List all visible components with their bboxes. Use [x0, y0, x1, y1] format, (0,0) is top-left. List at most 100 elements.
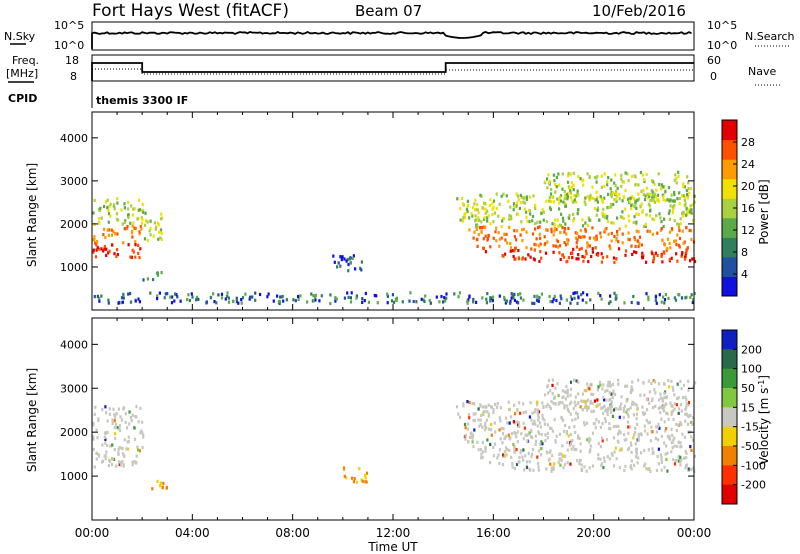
data-cell	[142, 210, 145, 214]
data-cell	[633, 174, 636, 178]
data-cell	[468, 416, 471, 420]
data-cell	[671, 433, 674, 437]
data-cell	[685, 207, 688, 211]
data-cell	[626, 412, 629, 417]
data-cell	[564, 193, 567, 197]
data-cell	[166, 292, 169, 296]
data-cell	[670, 410, 673, 414]
data-cell	[597, 420, 601, 424]
cpid-text: themis 3300 IF	[96, 94, 188, 107]
colorbar-tick-label: 12	[741, 224, 755, 237]
data-cell	[531, 411, 534, 415]
data-cell	[577, 380, 580, 384]
data-cell	[530, 428, 533, 432]
data-cell	[623, 404, 626, 408]
data-cell	[671, 211, 674, 215]
data-cell	[341, 255, 344, 259]
data-cell	[575, 257, 578, 261]
data-cell	[662, 295, 665, 299]
data-cell	[524, 454, 527, 458]
data-cell	[634, 442, 637, 446]
data-cell	[651, 406, 655, 410]
data-cell	[693, 291, 696, 296]
data-cell	[550, 469, 553, 473]
data-cell	[429, 301, 432, 305]
data-cell	[555, 175, 558, 179]
data-cell	[559, 294, 562, 298]
data-cell	[640, 433, 643, 437]
data-cell	[663, 396, 666, 400]
data-cell	[107, 220, 110, 224]
data-cell	[583, 405, 587, 409]
data-cell	[516, 194, 520, 198]
data-cell	[124, 412, 127, 416]
data-cell	[420, 297, 423, 301]
data-cell	[647, 421, 650, 425]
data-cell	[123, 438, 126, 442]
data-cell	[506, 241, 509, 245]
data-cell	[555, 298, 558, 303]
colorbar-tick-label: -200	[741, 479, 766, 492]
data-cell	[165, 486, 168, 490]
data-cell	[603, 215, 606, 219]
data-cell	[104, 236, 107, 240]
data-cell	[190, 292, 193, 296]
data-cell	[674, 173, 677, 177]
data-cell	[124, 420, 127, 424]
data-cell	[134, 255, 137, 259]
data-cell	[489, 222, 492, 226]
noise-panel: N.Sky 10^5 10^0 10^5 10^0 N.Search	[4, 19, 795, 52]
data-cell	[501, 463, 505, 467]
data-cell	[573, 400, 576, 404]
data-cell	[661, 397, 664, 401]
data-cell	[643, 448, 646, 453]
data-cell	[597, 457, 600, 461]
data-cell	[569, 380, 573, 384]
data-cell	[542, 210, 545, 214]
data-cell	[484, 449, 487, 453]
data-cell	[489, 428, 493, 432]
data-cell	[601, 387, 604, 391]
data-cell	[574, 417, 577, 421]
data-cell	[599, 425, 602, 429]
data-cell	[630, 244, 633, 248]
data-cell	[156, 273, 159, 277]
data-cell	[551, 378, 554, 382]
data-cell	[632, 413, 635, 417]
data-cell	[691, 257, 694, 261]
data-cell	[464, 215, 467, 220]
xtick-label: 00:00	[677, 526, 712, 540]
data-cell	[678, 196, 681, 201]
data-cell	[483, 428, 487, 432]
data-cell	[600, 297, 603, 301]
data-cell	[518, 401, 521, 405]
data-cell	[687, 181, 690, 185]
data-cell	[111, 443, 114, 447]
data-cell	[528, 467, 531, 471]
data-cell	[530, 418, 533, 422]
data-cell	[123, 220, 126, 224]
data-cell	[545, 467, 548, 471]
data-cell	[579, 228, 582, 233]
data-cell	[349, 300, 353, 304]
data-cell	[101, 407, 104, 412]
data-cell	[588, 175, 591, 180]
data-cell	[491, 202, 494, 206]
data-cell	[567, 174, 570, 178]
data-cell	[360, 260, 363, 264]
data-cell	[93, 235, 96, 239]
power-colorbar-label: Power [dB]	[757, 179, 771, 244]
data-cell	[606, 180, 609, 184]
data-cell	[559, 257, 562, 262]
data-cell	[572, 171, 575, 175]
data-cell	[550, 426, 553, 430]
data-cell	[654, 295, 657, 299]
date-label: 10/Feb/2016	[592, 2, 686, 20]
data-cell	[158, 230, 161, 234]
data-cell	[139, 431, 142, 435]
data-cell	[480, 452, 483, 456]
data-cell	[617, 432, 620, 436]
data-cell	[501, 219, 504, 223]
data-cell	[686, 246, 689, 250]
data-cell	[491, 207, 494, 211]
